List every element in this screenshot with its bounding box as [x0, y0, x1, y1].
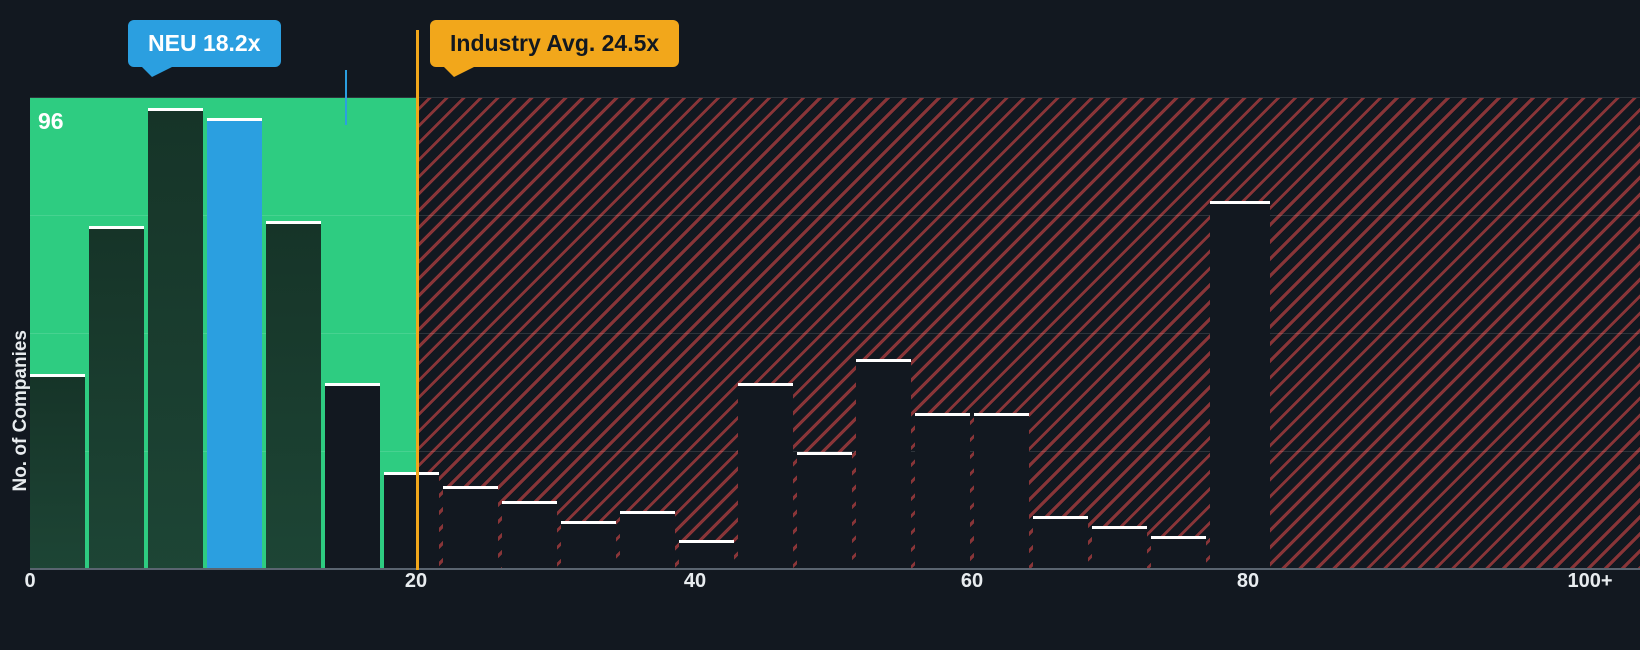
bar-pe-25[interactable] [325, 383, 380, 570]
bars-row [30, 98, 1640, 570]
bar-pe-50[interactable] [620, 511, 675, 570]
bar-pe-55[interactable] [679, 540, 734, 570]
bar-pe-30[interactable] [384, 472, 439, 570]
tick-100plus: 100+ [1567, 570, 1612, 593]
industry-avg-tooltip[interactable]: Industry Avg. 24.5x [430, 20, 679, 67]
bar-pe-20[interactable] [266, 221, 321, 570]
bar-pe-80[interactable] [974, 413, 1029, 570]
bar-pe-60[interactable] [738, 383, 793, 570]
bar-pe-65[interactable] [797, 452, 852, 570]
bar-pe-45[interactable] [561, 521, 616, 570]
bar-pe-35[interactable] [443, 486, 498, 570]
bar-pe-100plus[interactable] [1210, 201, 1270, 570]
industry-avg-divider-line [416, 30, 419, 570]
bar-pe-90[interactable] [1092, 526, 1147, 570]
neu-tooltip-pointer [345, 70, 347, 125]
tick-80: 80 [1237, 570, 1259, 593]
tick-60: 60 [961, 570, 983, 593]
neu-tooltip[interactable]: NEU 18.2x [128, 20, 281, 67]
tick-40: 40 [684, 570, 706, 593]
bar-pe-85[interactable] [1033, 516, 1088, 570]
tick-20: 20 [405, 570, 427, 593]
bar-pe-15-neu[interactable] [207, 118, 262, 570]
bar-pe-0[interactable] [30, 374, 85, 570]
tick-0: 0 [24, 570, 35, 593]
bar-pe-70[interactable] [856, 359, 911, 570]
histogram-chart: 96 [0, 0, 1640, 650]
bar-pe-75[interactable] [915, 413, 970, 570]
bar-pe-5[interactable] [89, 226, 144, 570]
bar-pe-10[interactable] [148, 108, 203, 570]
bar-pe-95[interactable] [1151, 536, 1206, 570]
y-axis-max-value: 96 [38, 108, 64, 135]
bar-pe-40[interactable] [502, 501, 557, 570]
x-axis-ticks: 0 20 40 60 80 100+ [30, 570, 1640, 594]
y-axis-title: No. of Companies [10, 330, 32, 492]
